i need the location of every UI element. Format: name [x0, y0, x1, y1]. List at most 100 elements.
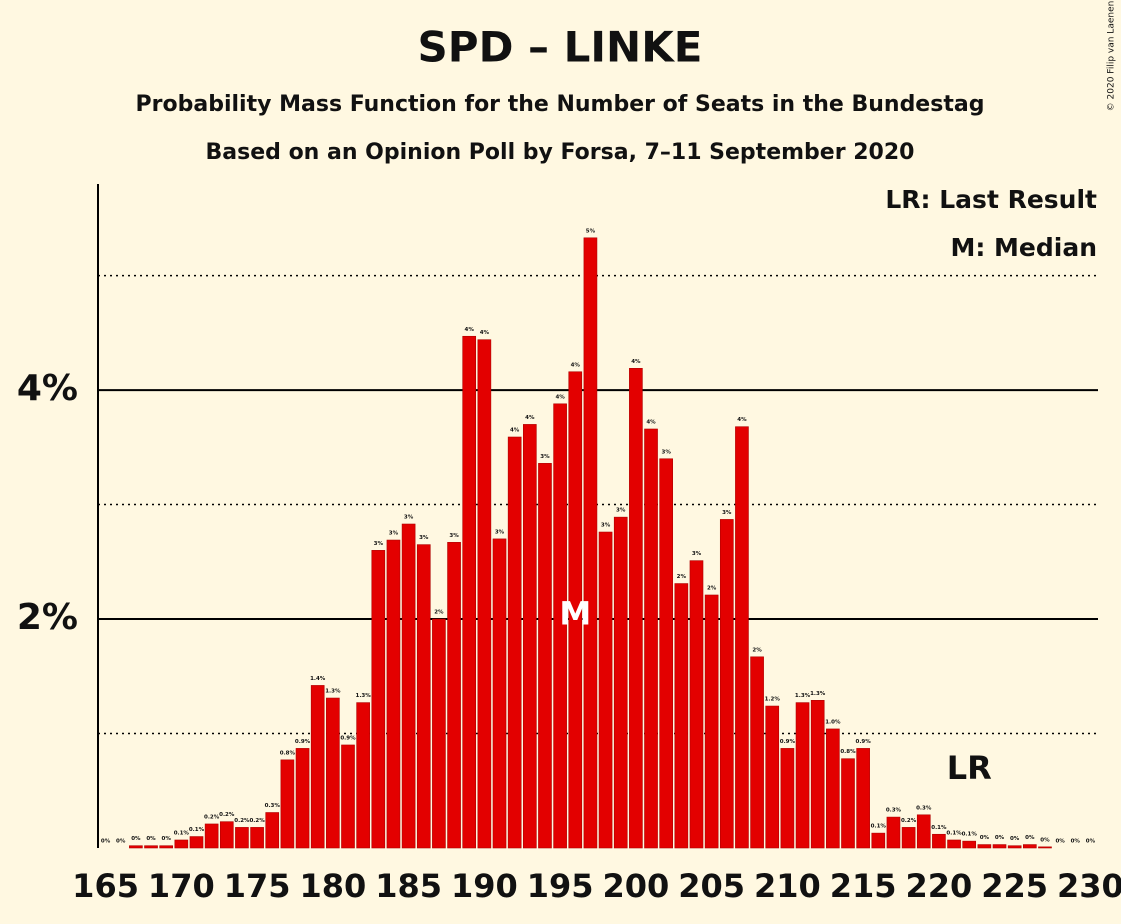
bar: [553, 403, 567, 849]
value-label: 1.4%: [310, 676, 326, 682]
chart-title: SPD – LINKE: [418, 23, 703, 72]
value-label: 0.1%: [962, 832, 978, 838]
bar: [629, 368, 643, 849]
bar: [189, 836, 204, 849]
value-label: 0%: [1010, 836, 1020, 842]
bar: [401, 523, 416, 849]
value-label: 0.1%: [931, 825, 947, 831]
value-label: 0%: [101, 839, 111, 845]
bar: [341, 744, 355, 849]
value-label: 1.0%: [825, 719, 841, 725]
value-label: 3%: [374, 541, 384, 547]
value-label: 3%: [389, 531, 399, 537]
value-label: 4%: [510, 428, 520, 434]
value-label: 4%: [631, 359, 641, 365]
bar: [689, 560, 704, 849]
value-label: 0.9%: [780, 739, 796, 745]
value-label: 1.3%: [356, 693, 372, 699]
value-label: 4%: [525, 415, 535, 421]
value-label: 1.3%: [810, 691, 826, 697]
value-label: 3%: [662, 449, 672, 455]
bar: [159, 845, 173, 849]
value-label: 0%: [1071, 839, 1081, 845]
value-label: 0%: [1055, 839, 1065, 845]
value-label: 4%: [646, 419, 656, 425]
value-label: 0.1%: [871, 824, 887, 830]
value-label: 0.3%: [265, 803, 281, 809]
value-label: 4%: [737, 417, 747, 423]
y-tick-label: 2%: [17, 597, 78, 638]
legend-entry: M: Median: [950, 233, 1097, 262]
x-tick-label: 195: [527, 867, 594, 905]
value-label: 3%: [722, 510, 732, 516]
bar: [962, 840, 977, 849]
value-label: 3%: [616, 508, 626, 514]
bar: [886, 816, 901, 849]
x-tick-label: 225: [981, 867, 1048, 905]
bar: [568, 371, 583, 849]
bar: [644, 428, 658, 849]
value-label: 5%: [586, 228, 596, 234]
value-label: 0.9%: [295, 739, 311, 745]
value-label: 1.3%: [325, 689, 341, 695]
x-tick-label: 175: [224, 867, 291, 905]
bar: [523, 424, 537, 849]
bar: [947, 839, 961, 849]
value-label: 0.2%: [219, 812, 235, 818]
value-label: 0%: [995, 835, 1005, 841]
bar: [719, 519, 734, 849]
x-tick-label: 180: [299, 867, 366, 905]
bar: [129, 845, 143, 849]
value-label: 0.3%: [916, 805, 932, 811]
x-tick-label: 190: [451, 867, 518, 905]
bar: [598, 531, 613, 849]
bar: [280, 759, 295, 849]
bar: [841, 758, 855, 849]
bar: [371, 550, 386, 849]
bar: [492, 538, 507, 849]
value-label: 3%: [449, 533, 459, 539]
x-tick-label: 205: [678, 867, 745, 905]
x-tick-label: 230: [1057, 867, 1121, 905]
bar: [265, 812, 280, 849]
value-label: 3%: [540, 454, 550, 460]
bar: [613, 516, 628, 849]
bar: [780, 748, 795, 849]
value-label: 0.1%: [174, 830, 190, 836]
bar: [386, 539, 401, 849]
bar: [416, 544, 431, 849]
bar: [659, 458, 673, 849]
bar: [250, 827, 264, 849]
bar: [447, 542, 461, 849]
value-label: 3%: [495, 529, 505, 535]
value-label: 0%: [980, 835, 990, 841]
legend-entry: LR: Last Result: [885, 185, 1097, 214]
bar: [704, 594, 719, 849]
value-label: 0%: [146, 836, 156, 842]
bar: [765, 705, 780, 849]
bar: [326, 697, 340, 849]
value-label: 2%: [677, 574, 687, 580]
bar: [674, 583, 689, 849]
value-label: 2%: [707, 585, 717, 591]
value-label: 3%: [404, 515, 414, 521]
bar: [795, 702, 810, 849]
annotation: M: [559, 595, 591, 633]
bar: [432, 618, 446, 849]
bar: [977, 844, 992, 849]
value-label: 0.2%: [234, 818, 250, 824]
value-label: 1.3%: [795, 693, 811, 699]
value-label: 2%: [752, 647, 762, 653]
value-label: 0.8%: [280, 750, 296, 756]
bar: [750, 656, 764, 849]
value-label: 0%: [1040, 837, 1050, 843]
chart-subtitle: Based on an Opinion Poll by Forsa, 7–11 …: [206, 140, 915, 165]
bar: [219, 821, 234, 849]
bar: [204, 823, 219, 849]
bar: [144, 845, 158, 849]
x-tick-label: 165: [72, 867, 139, 905]
chart-subtitle: Probability Mass Function for the Number…: [136, 92, 985, 117]
bar: [462, 335, 477, 849]
value-label: 0.2%: [204, 814, 220, 820]
bar: [295, 748, 310, 849]
